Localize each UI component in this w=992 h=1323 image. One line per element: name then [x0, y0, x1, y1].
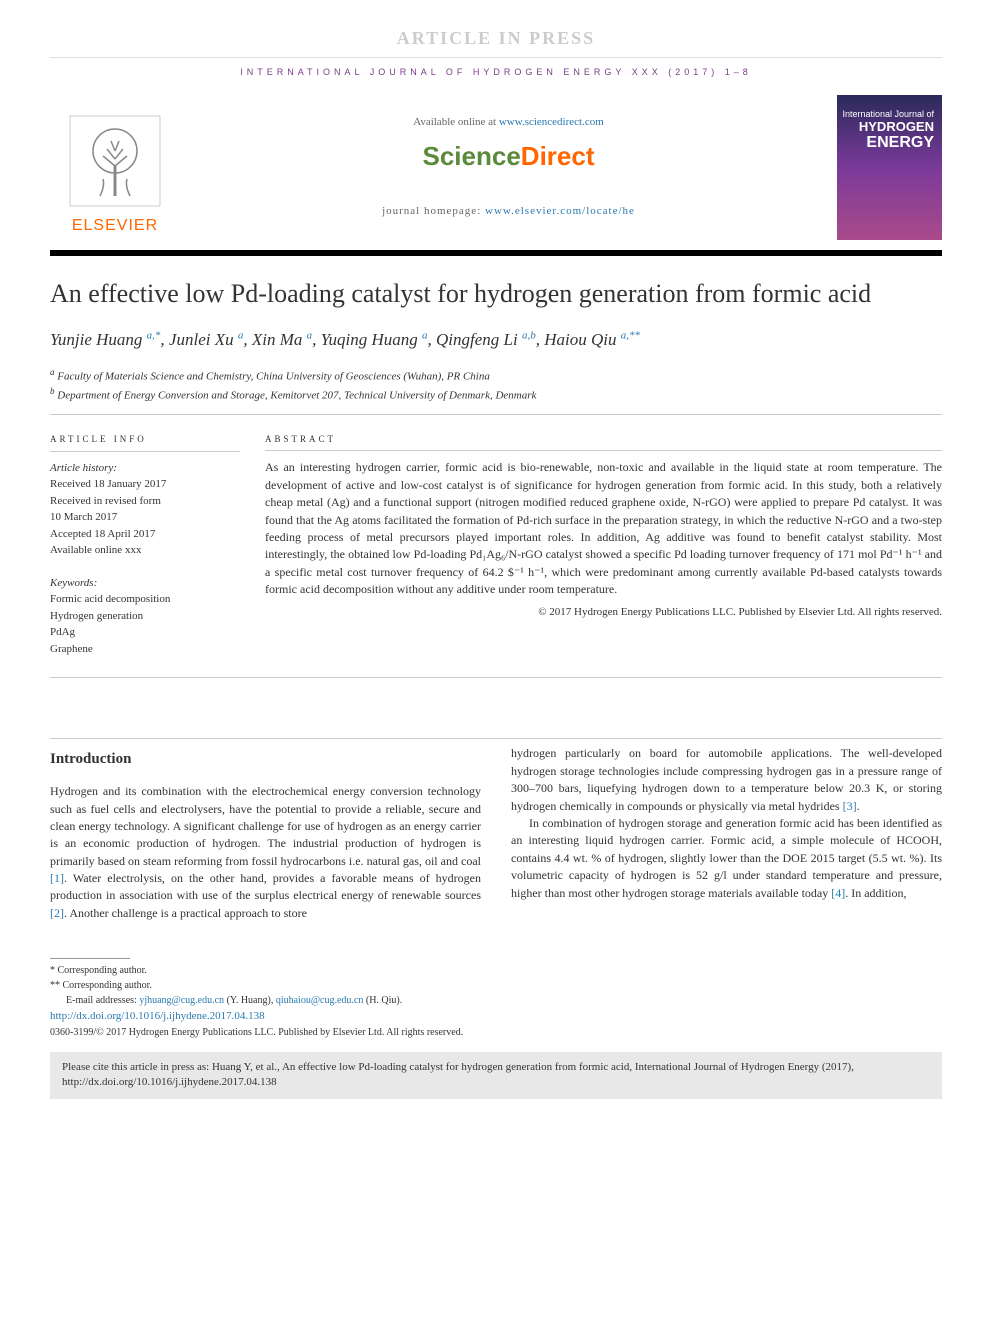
elsevier-logo: ELSEVIER: [50, 87, 180, 248]
keyword-2: Hydrogen generation: [50, 608, 240, 625]
info-abstract-row: ARTICLE INFO Article history: Received 1…: [50, 415, 942, 678]
abstract-copyright: © 2017 Hydrogen Energy Publications LLC.…: [265, 605, 942, 621]
elsevier-tree-icon: [65, 111, 165, 211]
email-link-2[interactable]: qiuhaiou@cug.edu.cn: [276, 995, 364, 1006]
footnotes: * Corresponding author. ** Corresponding…: [50, 952, 942, 1040]
keyword-4: Graphene: [50, 641, 240, 658]
revised-date2: 10 March 2017: [50, 509, 240, 526]
affiliations: a Faculty of Materials Science and Chemi…: [50, 366, 942, 415]
page-container: ARTICLE IN PRESS INTERNATIONAL JOURNAL O…: [0, 0, 992, 1129]
ref-link-3[interactable]: [3]: [843, 799, 857, 813]
sciencedirect-link[interactable]: www.sciencedirect.com: [499, 116, 604, 128]
sciencedirect-direct: Direct: [521, 141, 595, 171]
author-6: Haiou Qiu a,**: [544, 330, 640, 349]
elsevier-name: ELSEVIER: [72, 215, 158, 237]
ref-link-4[interactable]: [4]: [831, 886, 845, 900]
body-column-right: hydrogen particularly on board for autom…: [511, 745, 942, 922]
email-prefix: E-mail addresses:: [66, 995, 139, 1006]
article-info-column: ARTICLE INFO Article history: Received 1…: [50, 433, 265, 657]
homepage-link[interactable]: www.elsevier.com/locate/he: [485, 205, 635, 217]
author-5: Qingfeng Li a,b: [436, 330, 536, 349]
keyword-3: PdAg: [50, 624, 240, 641]
article-title: An effective low Pd-loading catalyst for…: [50, 256, 942, 329]
ref-link-2[interactable]: [2]: [50, 906, 64, 920]
footnote-divider: [50, 958, 130, 959]
sciencedirect-science: Science: [423, 141, 521, 171]
revised-date1: Received in revised form: [50, 493, 240, 510]
available-online: Available online at www.sciencedirect.co…: [413, 115, 604, 130]
abstract-text: As an interesting hydrogen carrier, form…: [265, 459, 942, 598]
author-4: Yuqing Huang a: [321, 330, 428, 349]
affiliation-b: b Department of Energy Conversion and St…: [50, 385, 942, 404]
homepage-prefix: journal homepage:: [382, 205, 485, 217]
author-3: Xin Ma a: [252, 330, 312, 349]
journal-header-issue: INTERNATIONAL JOURNAL OF HYDROGEN ENERGY…: [50, 58, 942, 87]
email-link-1[interactable]: yjhuang@cug.edu.cn: [139, 995, 224, 1006]
article-info-heading: ARTICLE INFO: [50, 433, 240, 452]
body-column-left: Introduction Hydrogen and its combinatio…: [50, 745, 481, 922]
keywords-block: Keywords: Formic acid decomposition Hydr…: [50, 575, 240, 658]
history-label: Article history:: [50, 460, 240, 477]
email-line: E-mail addresses: yjhuang@cug.edu.cn (Y.…: [50, 993, 942, 1008]
cover-line2: HYDROGEN: [842, 120, 934, 134]
available-prefix: Available online at: [413, 116, 499, 128]
body-section: Introduction Hydrogen and its combinatio…: [50, 738, 942, 922]
doi-link[interactable]: http://dx.doi.org/10.1016/j.ijhydene.201…: [50, 1010, 265, 1022]
keyword-1: Formic acid decomposition: [50, 591, 240, 608]
keywords-label: Keywords:: [50, 575, 240, 592]
journal-cover-thumbnail: International Journal of HYDROGEN ENERGY: [837, 95, 942, 240]
intro-paragraph-2: In combination of hydrogen storage and g…: [511, 815, 942, 902]
abstract-heading: ABSTRACT: [265, 433, 942, 451]
author-2: Junlei Xu a: [169, 330, 243, 349]
affiliation-a: a Faculty of Materials Science and Chemi…: [50, 366, 942, 385]
abstract-column: ABSTRACT As an interesting hydrogen carr…: [265, 433, 942, 657]
intro-paragraph-1: Hydrogen and its combination with the el…: [50, 783, 481, 922]
journal-cover-title: International Journal of HYDROGEN ENERGY: [842, 110, 934, 152]
intro-paragraph-1-cont: hydrogen particularly on board for autom…: [511, 745, 942, 815]
header-center: Available online at www.sciencedirect.co…: [180, 87, 837, 248]
authors-list: Yunjie Huang a,*, Junlei Xu a, Xin Ma a,…: [50, 328, 942, 366]
introduction-heading: Introduction: [50, 749, 481, 771]
sciencedirect-logo: ScienceDirect: [423, 138, 595, 174]
received-date: Received 18 January 2017: [50, 476, 240, 493]
issn-copyright: 0360-3199/© 2017 Hydrogen Energy Publica…: [50, 1025, 942, 1040]
corresponding-2: ** Corresponding author.: [50, 978, 942, 993]
accepted-date: Accepted 18 April 2017: [50, 526, 240, 543]
corresponding-1: * Corresponding author.: [50, 963, 942, 978]
journal-homepage: journal homepage: www.elsevier.com/locat…: [382, 204, 635, 219]
online-date: Available online xxx: [50, 542, 240, 559]
author-1: Yunjie Huang a,*: [50, 330, 160, 349]
cite-box: Please cite this article in press as: Hu…: [50, 1052, 942, 1099]
article-in-press-banner: ARTICLE IN PRESS: [50, 20, 942, 58]
ref-link-1[interactable]: [1]: [50, 871, 64, 885]
cover-line3: ENERGY: [842, 134, 934, 152]
header-block: ELSEVIER Available online at www.science…: [50, 87, 942, 256]
